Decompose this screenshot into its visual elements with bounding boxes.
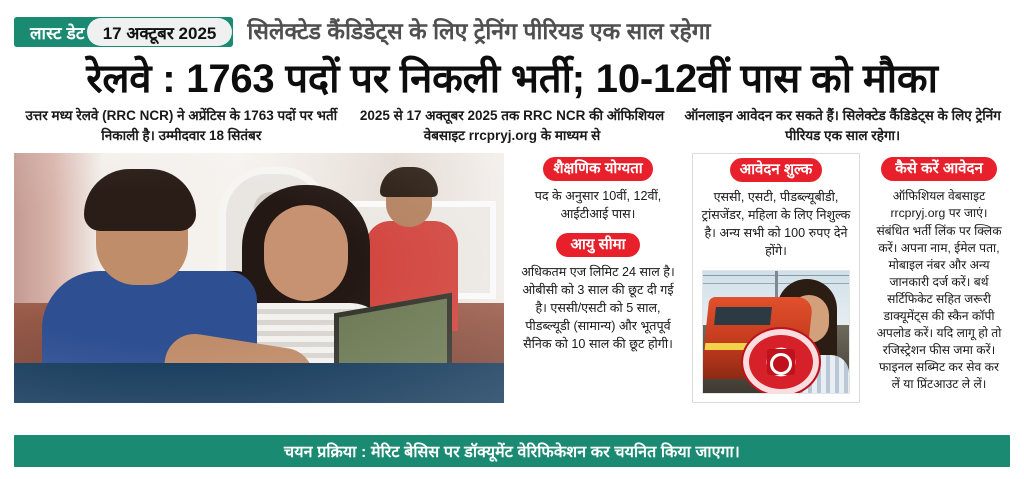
photo-desk-front	[14, 363, 504, 404]
last-date-value: 17 अक्टूबर 2025	[86, 18, 233, 46]
footer-bar: चयन प्रक्रिया : मेरिट बेसिस पर डॉक्यूमें…	[14, 435, 1010, 467]
footer-text: चयन प्रक्रिया : मेरिट बेसिस पर डॉक्यूमें…	[284, 444, 740, 461]
photo-background	[14, 153, 504, 404]
how-to-apply-section-title: कैसे करें आवेदन	[881, 157, 997, 182]
intro-column-2: 2025 से 17 अक्तूबर 2025 तक RRC NCR की ऑफ…	[359, 108, 665, 143]
education-section-body: पद के अनुसार 10वीं, 12वीं, आईटीआई पास।	[534, 189, 662, 222]
intro-column-1: उत्तर मध्य रेलवे (RRC NCR) ने अप्रेंटिस …	[25, 108, 338, 143]
photo-male-student-hair	[84, 169, 196, 232]
train-photo	[702, 269, 850, 394]
education-and-age-column: शैक्षणिक योग्यता पद के अनुसार 10वीं, 12व…	[512, 153, 684, 404]
fee-section-body: एससी, एसटी, पीडब्ल्यूबीडी, ट्रांसजेंडर, …	[701, 190, 851, 258]
indian-railways-logo-emblem	[767, 348, 795, 375]
fee-section-title: आवेदन शुल्क	[729, 158, 823, 183]
photo-bg-student-1-hair	[380, 167, 438, 198]
last-date-label: लास्ट डेट	[14, 17, 99, 47]
intro-column-3: ऑनलाइन आवेदन कर सकते हैं। सिलेक्टेड कैंड…	[684, 108, 1001, 143]
last-date-badge: लास्ट डेट 17 अक्टूबर 2025	[14, 17, 234, 47]
age-limit-section-body: अधिकतम एज लिमिट 24 साल है। ओबीसी को 3 सा…	[521, 265, 675, 351]
application-fee-column: आवेदन शुल्क एससी, एसटी, पीडब्ल्यूबीडी, ट…	[692, 153, 860, 404]
page-title: रेलवे : 1763 पदों पर निकली भर्ती; 10-12व…	[86, 57, 938, 101]
intro-paragraph: उत्तर मध्य रेलवे (RRC NCR) ने अप्रेंटिस …	[16, 106, 1008, 145]
indian-railways-logo-icon	[741, 326, 821, 393]
age-limit-section-title: आयु सीमा	[556, 233, 640, 258]
header-tagline: सिलेक्टेड कैंडिडेट्स के लिए ट्रेनिंग पीर…	[247, 17, 711, 44]
how-to-apply-column: कैसे करें आवेदन ऑफिशियल वेबसाइट rrcpryj.…	[868, 153, 1010, 404]
students-photo	[14, 153, 504, 404]
how-to-apply-section-body: ऑफिशियल वेबसाइट rrcpryj.org पर जाएं। संब…	[876, 189, 1002, 392]
education-section-title: शैक्षणिक योग्यता	[543, 157, 653, 182]
photo-haze-overlay	[14, 153, 504, 404]
content-columns: शैक्षणिक योग्यता पद के अनुसार 10वीं, 12व…	[14, 153, 1010, 404]
locomotive-windshield	[714, 306, 772, 325]
photo-female-student-head	[264, 205, 348, 302]
header-bar: लास्ट डेट 17 अक्टूबर 2025 सिलेक्टेड कैंड…	[14, 0, 1010, 56]
